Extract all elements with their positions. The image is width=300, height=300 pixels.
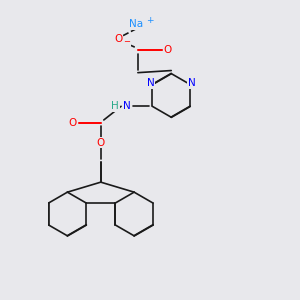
Text: N: N (123, 101, 130, 111)
Text: O: O (97, 138, 105, 148)
Text: O: O (114, 34, 122, 44)
Text: O: O (164, 45, 172, 55)
Text: N: N (188, 78, 196, 88)
Text: N: N (147, 78, 155, 88)
Text: +: + (146, 16, 154, 25)
Text: −: − (123, 37, 130, 46)
Text: Na: Na (129, 19, 143, 29)
Text: H: H (111, 101, 119, 111)
Text: O: O (69, 118, 77, 128)
